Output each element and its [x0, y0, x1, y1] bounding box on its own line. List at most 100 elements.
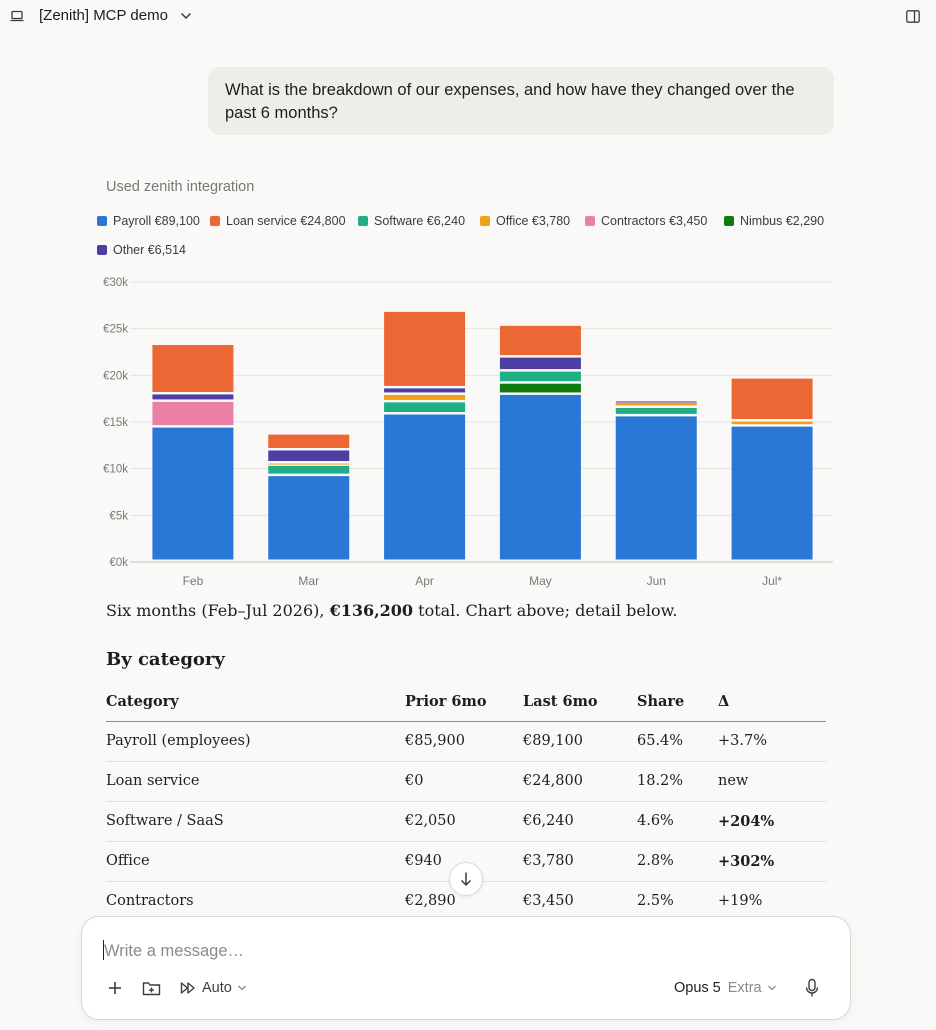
cell-last: €3,450: [523, 893, 574, 909]
legend-swatch: [210, 216, 220, 226]
message-input[interactable]: [104, 939, 604, 963]
legend-label: Contractors €3,450: [601, 214, 708, 228]
cell-delta: +204%: [718, 813, 775, 830]
summary-text: Six months (Feb–Jul 2026), €136,200 tota…: [106, 601, 677, 620]
legend-item-loan-service: Loan service €24,800: [210, 214, 346, 228]
cell-prior: €0: [405, 773, 424, 789]
fast-forward-icon: [180, 982, 195, 994]
project-title[interactable]: [Zenith] MCP demo: [39, 7, 168, 24]
table-header: Category Prior 6mo Last 6mo Share Δ: [106, 682, 826, 722]
bar-segment-payroll[interactable]: [615, 416, 697, 560]
microphone-icon[interactable]: [804, 978, 820, 998]
bar-segment-other[interactable]: [384, 388, 466, 393]
category-table: Category Prior 6mo Last 6mo Share Δ Payr…: [106, 682, 826, 922]
model-selector[interactable]: Opus 5 Extra: [674, 979, 777, 997]
bar-segment-loan-service[interactable]: [152, 345, 234, 392]
laptop-icon: [10, 10, 24, 22]
cell-category: Contractors: [106, 893, 194, 909]
bar-segment-software[interactable]: [384, 402, 466, 413]
column-header: Δ: [718, 693, 730, 710]
legend-item-contractors: Contractors €3,450: [585, 214, 707, 228]
column-header: Share: [637, 693, 685, 710]
x-tick-label: Jul*: [762, 574, 782, 588]
y-tick-label: €10k: [103, 464, 128, 476]
bar-segment-office[interactable]: [731, 421, 813, 425]
bar-segment-software[interactable]: [268, 465, 350, 474]
cell-delta: +3.7%: [718, 733, 767, 749]
bar-segment-office[interactable]: [384, 394, 466, 400]
plus-icon[interactable]: [106, 979, 124, 997]
cell-prior: €940: [405, 853, 442, 869]
column-header: Last 6mo: [523, 693, 598, 710]
bar-segment-other[interactable]: [615, 401, 697, 403]
user-message: What is the breakdown of our expenses, a…: [208, 67, 834, 135]
bar-segment-other[interactable]: [152, 394, 234, 400]
bar-segment-loan-service[interactable]: [731, 378, 813, 420]
bar-segment-software[interactable]: [499, 371, 581, 382]
model-name: Opus 5: [674, 980, 721, 996]
bar-segment-payroll[interactable]: [384, 414, 466, 560]
chevron-down-icon: [237, 985, 246, 991]
y-tick-label: €0k: [109, 557, 128, 569]
legend-label: Other €6,514: [113, 243, 186, 257]
x-tick-label: Mar: [298, 574, 319, 588]
legend-swatch: [97, 245, 107, 255]
y-tick-label: €20k: [103, 370, 128, 382]
bar-segment-office[interactable]: [615, 402, 697, 406]
mode-selector[interactable]: Auto: [180, 979, 247, 997]
bar-segment-contractors[interactable]: [152, 401, 234, 426]
bar-segment-payroll[interactable]: [499, 394, 581, 560]
top-bar: [Zenith] MCP demo: [0, 0, 936, 34]
cell-category: Loan service: [106, 773, 200, 789]
expenses-bar-chart: €0k €5k €10k €15k €20k €25k €30k Feb Mar Apr May Ju…: [103, 277, 833, 588]
folder-plus-icon[interactable]: [142, 979, 161, 997]
legend-swatch: [480, 216, 490, 226]
table-row: Payroll (employees) €85,900 €89,100 65.4…: [106, 722, 826, 762]
bar-segment-loan-service[interactable]: [268, 434, 350, 448]
cell-last: €24,800: [523, 773, 583, 789]
legend-label: Payroll €89,100: [113, 214, 200, 228]
bar-segment-loan-service[interactable]: [384, 311, 466, 386]
legend-item-other: Other €6,514: [97, 243, 186, 257]
sidebar-toggle-icon[interactable]: [906, 10, 920, 23]
bar-segment-loan-service[interactable]: [499, 325, 581, 356]
bar-segment-payroll[interactable]: [152, 427, 234, 560]
cell-category: Office: [106, 853, 150, 869]
bar-segment-other[interactable]: [499, 357, 581, 370]
x-tick-label: Apr: [415, 574, 434, 588]
legend-swatch: [97, 216, 107, 226]
legend-item-nimbus: Nimbus €2,290: [724, 214, 824, 228]
x-tick-label: Feb: [183, 574, 204, 588]
legend-item-office: Office €3,780: [480, 214, 570, 228]
legend-item-payroll: Payroll €89,100: [97, 214, 200, 228]
table-row: Contractors €2,890 €3,450 2.5% +19%: [106, 882, 826, 922]
by-category-heading: By category: [106, 649, 225, 670]
cell-prior: €2,050: [405, 813, 456, 829]
message-composer: Auto Opus 5 Extra: [81, 916, 851, 1020]
legend-label: Office €3,780: [496, 214, 571, 228]
legend-swatch: [585, 216, 595, 226]
legend-label: Nimbus €2,290: [740, 214, 825, 228]
integration-note[interactable]: Used zenith integration: [106, 179, 255, 195]
bar-segment-software[interactable]: [615, 408, 697, 414]
bar-segment-office[interactable]: [268, 463, 350, 465]
chevron-down-icon[interactable]: [180, 11, 192, 21]
legend-item-software: Software €6,240: [358, 214, 465, 228]
cell-share: 4.6%: [637, 813, 674, 829]
cell-delta: +19%: [718, 893, 763, 909]
effort-level: Extra: [727, 980, 762, 996]
scroll-to-bottom-button[interactable]: [449, 862, 483, 896]
chevron-down-icon: [767, 985, 776, 991]
bar-segment-payroll[interactable]: [268, 476, 350, 560]
cell-delta: +302%: [718, 853, 775, 870]
bar-segment-payroll[interactable]: [731, 426, 813, 560]
legend-label: Software €6,240: [374, 214, 466, 228]
legend-swatch: [358, 216, 368, 226]
cell-category: Payroll (employees): [106, 733, 251, 749]
bar-segment-other[interactable]: [268, 450, 350, 462]
summary-total: €136,200: [329, 601, 414, 620]
y-tick-label: €25k: [103, 324, 128, 336]
cell-share: 2.8%: [637, 853, 674, 869]
bar-segment-nimbus[interactable]: [499, 383, 581, 393]
column-header: Prior 6mo: [405, 693, 487, 710]
